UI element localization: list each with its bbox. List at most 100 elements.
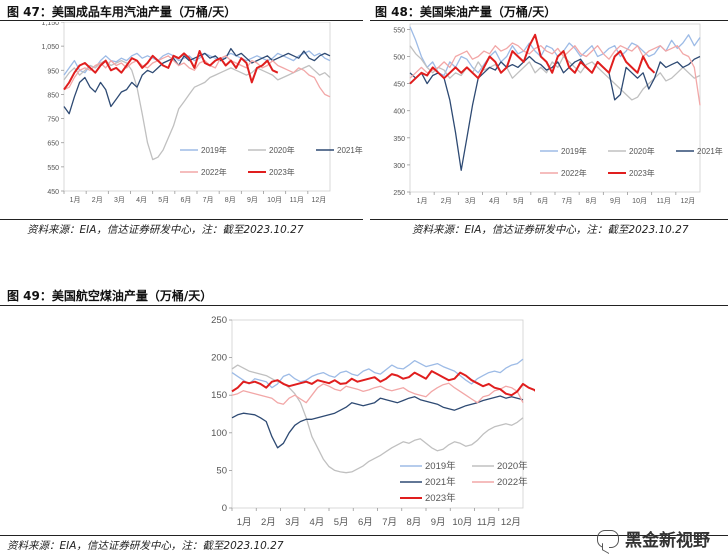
y-tick-label: 750: [47, 117, 59, 124]
watermark-text: 黑金新视野: [625, 531, 710, 551]
x-tick-label: 12月: [681, 197, 696, 205]
x-tick-label: 9月: [247, 196, 258, 204]
legend-label: 2019年: [201, 145, 227, 155]
x-tick-label: 1月: [237, 517, 252, 528]
series-line-2023年: [63, 50, 279, 91]
figure-49-bottom-rule: [0, 535, 728, 536]
x-tick-label: 1月: [70, 196, 81, 204]
x-tick-label: 12月: [501, 517, 521, 528]
y-tick-label: 300: [393, 163, 405, 170]
y-tick-label: 200: [211, 353, 227, 364]
figure-48-source: 资料来源：EIA，信达证券研发中心，注：截至2023.10.27: [412, 224, 689, 236]
y-tick-label: 550: [47, 165, 59, 172]
x-tick-label: 9月: [610, 197, 621, 205]
x-tick-label: 11月: [657, 197, 671, 205]
x-tick-label: 11月: [477, 517, 496, 528]
y-tick-label: 0: [222, 503, 227, 514]
y-tick-label: 1,050: [41, 44, 59, 51]
y-tick-label: 400: [393, 109, 405, 116]
x-tick-label: 4月: [309, 517, 324, 528]
y-tick-label: 450: [47, 189, 59, 196]
legend-label: 2020年: [497, 460, 528, 472]
figure-47-source: 资料来源：EIA，信达证券研发中心，注：截至2023.10.27: [27, 224, 304, 236]
x-tick-label: 5月: [158, 196, 169, 204]
legend-label: 2022年: [497, 476, 528, 488]
y-tick-label: 500: [393, 55, 405, 62]
figure-48-bottom-rule: [370, 219, 728, 220]
series-line-2023年: [231, 370, 535, 397]
x-tick-label: 4月: [489, 197, 500, 205]
legend-label: 2021年: [697, 146, 723, 156]
x-tick-label: 10月: [267, 196, 282, 204]
x-tick-label: 3月: [465, 197, 476, 205]
legend-label: 2023年: [425, 492, 456, 504]
plot-area-frame: [409, 23, 701, 193]
x-tick-label: 12月: [312, 196, 327, 204]
x-tick-label: 8月: [586, 197, 597, 205]
x-tick-label: 6月: [537, 197, 548, 205]
y-tick-label: 1,150: [41, 22, 59, 27]
x-tick-label: 3月: [285, 517, 300, 528]
x-tick-label: 8月: [406, 517, 421, 528]
figure-47-bottom-rule: [0, 219, 363, 220]
x-tick-label: 10月: [452, 517, 472, 528]
y-tick-label: 450: [393, 82, 405, 89]
legend-label: 2019年: [425, 460, 456, 472]
figure-47-title: 图 47：美国成品车用汽油产量（万桶/天）: [7, 5, 237, 19]
legend-label: 2022年: [201, 167, 227, 177]
watermark: 黑金新视野: [597, 526, 710, 551]
series-line-2022年: [231, 382, 524, 405]
x-tick-label: 6月: [358, 517, 373, 528]
legend-label: 2019年: [561, 146, 587, 156]
x-tick-label: 10月: [632, 197, 647, 205]
x-tick-label: 11月: [290, 196, 304, 204]
series-line-2021年: [231, 395, 524, 449]
x-tick-label: 5月: [513, 197, 524, 205]
figure-49-title: 图 49：美国航空煤油产量（万桶/天）: [7, 289, 213, 303]
x-tick-label: 2月: [92, 196, 103, 204]
series-line-2022年: [409, 42, 701, 106]
x-tick-label: 8月: [225, 196, 236, 204]
figure-47-top-rule: [0, 20, 363, 21]
x-tick-label: 6月: [180, 196, 191, 204]
x-tick-label: 7月: [562, 197, 573, 205]
y-tick-label: 950: [47, 68, 59, 75]
x-tick-label: 9月: [431, 517, 446, 528]
y-tick-label: 250: [211, 315, 227, 326]
legend-label: 2021年: [425, 476, 456, 488]
y-tick-label: 350: [393, 136, 405, 143]
legend-label: 2022年: [561, 168, 587, 178]
x-tick-label: 7月: [203, 196, 214, 204]
series-line-2023年: [409, 33, 656, 85]
legend-label: 2020年: [629, 146, 655, 156]
y-tick-label: 50: [216, 465, 227, 476]
x-tick-label: 2月: [261, 517, 276, 528]
y-tick-label: 850: [47, 92, 59, 99]
y-tick-label: 650: [47, 141, 59, 148]
x-tick-label: 7月: [382, 517, 397, 528]
wechat-icon: [597, 529, 619, 548]
x-tick-label: 3月: [114, 196, 125, 204]
diesel-production-chart: 250 300 350 400 450 500 550 1月 2月 3月 4月 5月 6月 7月 8月 9月 1…: [393, 23, 723, 205]
figure-48-top-rule: [370, 20, 728, 21]
legend-label: 2023年: [629, 168, 655, 178]
y-tick-label: 150: [211, 390, 227, 401]
figure-48-title: 图 48：美国柴油产量（万桶/天）: [375, 5, 557, 19]
gasoline-production-chart: 450 550 650 750 850 950 1,050 1,150 1月 2月 3月 4月 5月 6月…: [41, 22, 363, 204]
x-tick-label: 5月: [334, 517, 349, 528]
x-tick-label: 2月: [441, 197, 452, 205]
legend-label: 2023年: [269, 167, 295, 177]
x-tick-label: 1月: [417, 197, 428, 205]
series-line-2020年: [63, 59, 331, 161]
plot-area-frame: [231, 319, 524, 509]
y-tick-label: 550: [393, 27, 405, 34]
x-tick-label: 4月: [136, 196, 147, 204]
figure-49-source: 资料来源：EIA，信达证券研发中心，注：截至2023.10.27: [7, 540, 284, 552]
legend-label: 2021年: [337, 145, 363, 155]
y-tick-label: 100: [211, 428, 227, 439]
jet-fuel-production-chart: 0 50 100 150 200 250 1月 2月 3月 4月 5月 6月 7月 8月 9月 10月 11月 1…: [211, 315, 535, 528]
series-line-2019年: [409, 26, 701, 77]
series-line-2021年: [409, 55, 701, 171]
legend-label: 2020年: [269, 145, 295, 155]
y-tick-label: 250: [393, 190, 405, 197]
